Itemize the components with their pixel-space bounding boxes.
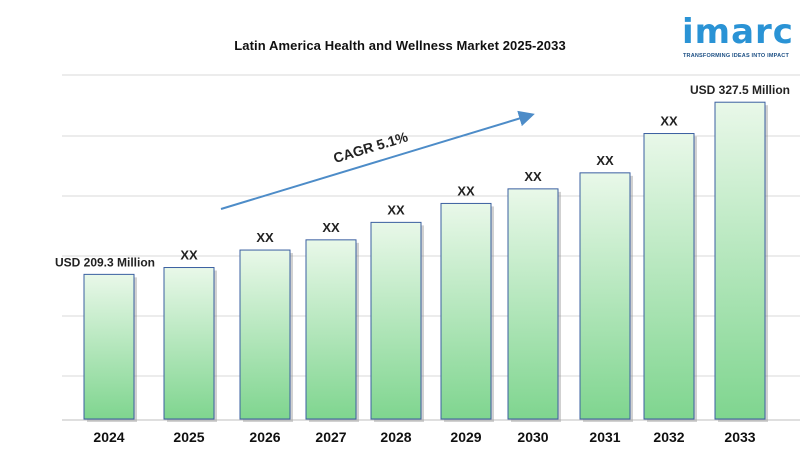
imarc-logo: imarc TRANSFORMING IDEAS INTO IMPACT bbox=[676, 12, 796, 64]
x-tick-2030: 2030 bbox=[517, 429, 548, 445]
logo-tagline: TRANSFORMING IDEAS INTO IMPACT bbox=[682, 53, 790, 59]
data-label-2031: XX bbox=[596, 153, 614, 168]
x-tick-2029: 2029 bbox=[450, 429, 481, 445]
bar-2026 bbox=[239, 249, 291, 420]
bar-2027 bbox=[305, 239, 357, 420]
x-tick-2033: 2033 bbox=[724, 429, 755, 445]
x-tick-2032: 2032 bbox=[653, 429, 684, 445]
x-tick-2026: 2026 bbox=[249, 429, 280, 445]
bar-2025 bbox=[163, 267, 215, 420]
x-tick-2025: 2025 bbox=[173, 429, 204, 445]
bar-2031 bbox=[579, 172, 631, 420]
x-tick-2027: 2027 bbox=[315, 429, 346, 445]
data-label-2030: XX bbox=[524, 169, 542, 184]
data-label-2025: XX bbox=[180, 248, 198, 263]
bar-2024 bbox=[83, 273, 135, 420]
cagr-arrow bbox=[220, 110, 535, 210]
x-tick-2031: 2031 bbox=[589, 429, 620, 445]
cagr-label: CAGR 5.1% bbox=[331, 128, 410, 166]
logo-wordmark: imarc bbox=[682, 12, 794, 52]
data-label-2029: XX bbox=[457, 183, 475, 198]
data-label-2028: XX bbox=[387, 202, 405, 217]
bar-2029 bbox=[440, 202, 492, 420]
chart-title: Latin America Health and Wellness Market… bbox=[234, 38, 566, 53]
x-tick-2028: 2028 bbox=[380, 429, 411, 445]
data-label-2026: XX bbox=[256, 230, 274, 245]
data-label-2032: XX bbox=[660, 114, 678, 129]
data-label-2027: XX bbox=[322, 220, 340, 235]
bar-2032 bbox=[643, 133, 695, 420]
data-label-2024: USD 209.3 Million bbox=[55, 255, 155, 269]
bar-2028 bbox=[370, 221, 422, 420]
x-tick-2024: 2024 bbox=[93, 429, 124, 445]
bar-2033 bbox=[714, 101, 766, 420]
bar-2030 bbox=[507, 188, 559, 420]
data-label-2033: USD 327.5 Million bbox=[690, 83, 790, 97]
